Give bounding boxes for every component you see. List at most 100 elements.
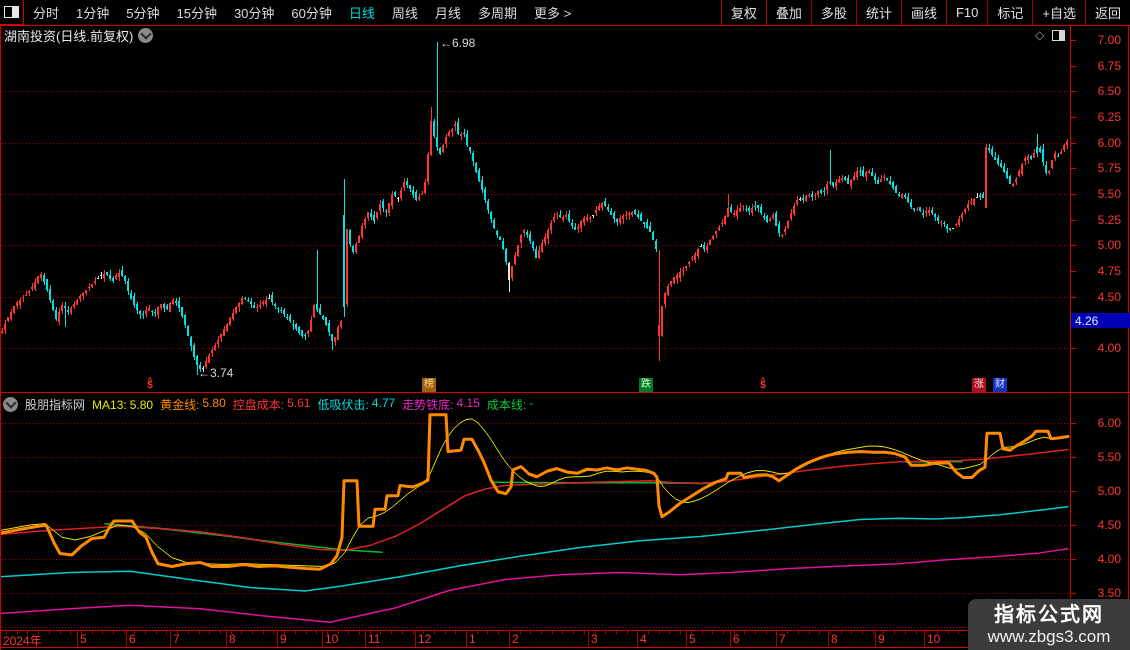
tool-item-9[interactable]: 返回 — [1084, 0, 1130, 25]
menu-item-8[interactable]: 周线 — [391, 6, 418, 21]
layout-toggle-button[interactable] — [0, 0, 24, 25]
main-axis-label-7.00: 7.00 — [1097, 33, 1121, 47]
day-tick — [723, 631, 724, 634]
month-label-19: 10 — [927, 632, 941, 646]
axis-tick — [1070, 245, 1076, 246]
day-tick — [905, 631, 906, 634]
menu-item-10[interactable]: 多周期 — [477, 6, 517, 21]
day-tick — [680, 631, 681, 634]
day-tick — [338, 631, 339, 634]
day-tick — [691, 631, 692, 634]
menu-item-3[interactable]: 5分钟 — [126, 6, 160, 21]
day-tick — [648, 631, 649, 634]
axis-tick — [1070, 91, 1076, 92]
month-label-6: 9 — [280, 632, 287, 646]
main-axis-label-5.00: 5.00 — [1097, 238, 1121, 253]
month-separator — [77, 631, 78, 647]
tool-item-6[interactable]: F10 — [945, 0, 987, 25]
tool-item-5[interactable]: 画线 — [900, 0, 946, 25]
tool-item-8[interactable]: +自选 — [1032, 0, 1085, 25]
menu-item-5[interactable]: 30分钟 — [233, 6, 275, 21]
day-tick — [498, 631, 499, 634]
chevron-down-icon[interactable] — [138, 28, 154, 43]
tool-item-2[interactable]: 叠加 — [765, 0, 811, 25]
tool-item-1[interactable]: 复权 — [720, 0, 766, 25]
chart-title-bar: 湖南投资(日线.前复权) — [4, 26, 154, 45]
menu-item-7[interactable]: 日线 — [348, 6, 375, 21]
day-tick — [188, 631, 189, 634]
menu-item-2[interactable]: 1分钟 — [76, 6, 110, 21]
day-tick — [445, 631, 446, 634]
ind-axis-label-5.00: 5.00 — [1097, 484, 1121, 498]
month-separator — [415, 631, 416, 647]
tool-item-3[interactable]: 多股 — [810, 0, 856, 25]
menu-item-4[interactable]: 15分钟 — [176, 6, 217, 21]
menu-item-6[interactable]: 60分钟 — [291, 6, 332, 21]
main-axis-label-4.00: 4.00 — [1097, 341, 1121, 355]
day-tick — [830, 631, 831, 634]
main-axis-label-6.50: 6.50 — [1097, 84, 1121, 99]
day-tick — [316, 631, 317, 634]
day-tick — [391, 631, 392, 634]
day-tick — [851, 631, 852, 634]
axis-tick — [1070, 491, 1076, 492]
day-tick — [92, 631, 93, 634]
watermark-url: www.zbgs3.com — [987, 626, 1111, 646]
menu-item-9[interactable]: 月线 — [434, 6, 461, 21]
axis-divider — [1070, 25, 1071, 646]
price-annotation-2: ←3.74 — [198, 366, 234, 380]
day-tick — [177, 631, 178, 634]
month-label-4: 7 — [173, 632, 180, 646]
indicator-chart[interactable] — [0, 394, 1070, 630]
month-label-18: 9 — [878, 632, 885, 646]
day-tick — [455, 631, 456, 634]
marker-财-6[interactable]: 财 — [993, 378, 1007, 392]
day-tick — [199, 631, 200, 634]
time-axis[interactable]: 2024年 5 6 7 8 9 10 11 12 1 2 3 4 5 6 7 8 9 10 — [0, 630, 1130, 648]
corner-icons: ◇ — [1035, 28, 1066, 42]
day-tick — [70, 631, 71, 634]
main-candlestick-chart[interactable] — [0, 26, 1070, 392]
month-label-2: 5 — [80, 632, 87, 646]
month-separator — [466, 631, 467, 647]
day-tick — [273, 631, 274, 634]
day-tick — [616, 631, 617, 634]
tool-item-7[interactable]: 标记 — [987, 0, 1032, 25]
day-tick — [81, 631, 82, 634]
menu-item-11[interactable]: 更多 > — [533, 6, 572, 21]
month-separator — [226, 631, 227, 647]
marker-$-1[interactable]: ^ $ — [147, 376, 153, 391]
month-label-5: 8 — [229, 632, 236, 646]
axis-tick — [1070, 168, 1076, 169]
diamond-icon[interactable]: ◇ — [1035, 28, 1045, 42]
menu-item-1[interactable]: 分时 — [33, 6, 60, 21]
month-label-17: 8 — [831, 632, 838, 646]
marker-$-4[interactable]: ^ $ — [760, 376, 766, 391]
legend-label-1: 股朋指标网 — [25, 398, 86, 412]
main-axis-label-4.75: 4.75 — [1097, 264, 1121, 278]
indicator-collapse-icon[interactable] — [3, 397, 18, 412]
day-tick — [702, 631, 703, 634]
marker-榜-2[interactable]: 榜 — [422, 378, 436, 392]
day-tick — [734, 631, 735, 634]
axis-tick — [1070, 348, 1076, 349]
day-tick — [252, 631, 253, 634]
month-separator — [509, 631, 510, 647]
main-axis-label-5.25: 5.25 — [1097, 212, 1121, 227]
marker-跌-3[interactable]: 跌 — [639, 378, 653, 392]
main-axis-label-6.25: 6.25 — [1097, 110, 1121, 124]
month-label-8: 11 — [368, 632, 381, 646]
month-separator — [588, 631, 589, 647]
axis-tick — [1070, 271, 1076, 272]
mini-panel-icon[interactable] — [1052, 29, 1066, 41]
marker-涨-5[interactable]: 涨 — [972, 378, 986, 392]
axis-tick — [1070, 525, 1076, 526]
day-tick — [894, 631, 895, 634]
legend-label-7: 成本线: — [486, 398, 527, 412]
day-tick — [124, 631, 125, 634]
day-tick — [284, 631, 285, 634]
month-label-12: 3 — [591, 632, 598, 646]
tool-item-4[interactable]: 统计 — [855, 0, 901, 25]
day-tick — [370, 631, 371, 634]
legend-label-5: 低吸伏击: — [317, 398, 369, 412]
